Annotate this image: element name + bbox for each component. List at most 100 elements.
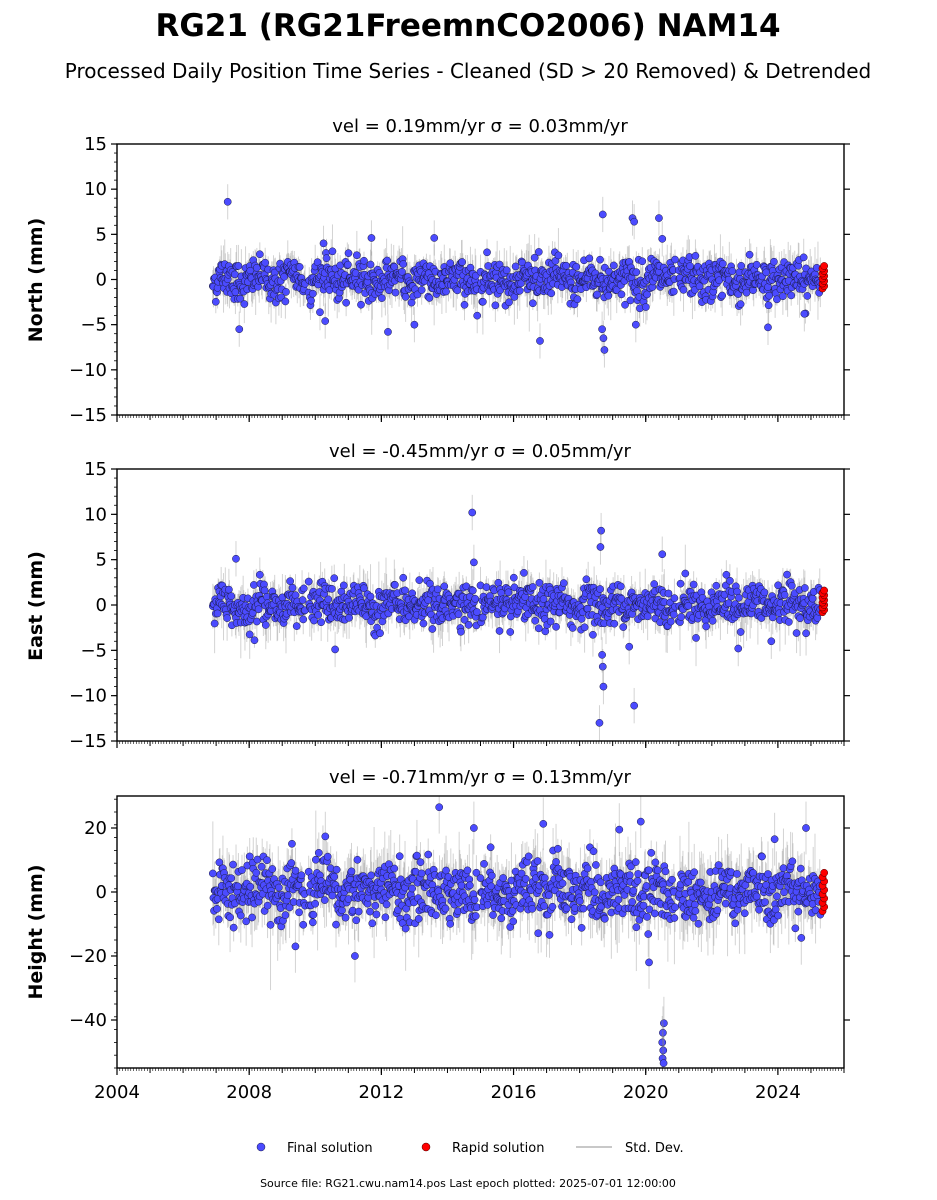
east-final-point <box>227 592 236 601</box>
north-final-point <box>718 291 727 300</box>
east-final-point <box>535 578 544 587</box>
east-final-point <box>213 609 222 618</box>
north-y-tick-label: 15 <box>84 134 107 155</box>
east-final-point <box>223 614 231 622</box>
east-final-point <box>299 615 308 624</box>
east-final-point <box>462 582 471 591</box>
east-final-point <box>684 601 693 610</box>
north-y-tick-label: 10 <box>84 179 107 200</box>
north-data <box>208 184 829 368</box>
north-final-point <box>736 300 745 308</box>
north-final-point <box>752 260 761 269</box>
north-final-point <box>679 285 688 294</box>
north-final-point <box>599 334 608 343</box>
north-final-point <box>598 210 607 219</box>
north-final-point <box>626 296 635 305</box>
east-rapid-point <box>820 586 829 595</box>
north-final-point <box>609 261 618 270</box>
east-final-point <box>288 583 297 592</box>
east-final-point <box>471 594 480 603</box>
north-final-point <box>360 256 368 265</box>
north-y-tick-label: −5 <box>80 315 107 336</box>
north-final-point <box>484 262 493 270</box>
north-final-point <box>483 248 491 257</box>
north-final-point <box>547 289 556 298</box>
north-final-point <box>612 286 621 294</box>
east-final-point <box>784 618 793 626</box>
east-final-point <box>676 579 685 588</box>
east-final-point <box>245 630 254 639</box>
north-final-point <box>417 286 426 294</box>
north-final-point <box>787 291 796 300</box>
north-final-point <box>308 289 317 298</box>
north-final-point <box>322 254 331 263</box>
north-final-point <box>295 263 304 271</box>
north-final-point <box>737 261 746 270</box>
north-final-point <box>643 290 651 299</box>
east-final-point <box>582 575 591 584</box>
east-final-point <box>376 629 384 638</box>
east-final-point <box>681 569 690 578</box>
north-final-point <box>585 254 594 263</box>
east-y-tick-label: 15 <box>84 459 107 480</box>
north-final-point <box>319 239 328 248</box>
north-final-point <box>764 301 773 310</box>
east-final-point <box>596 543 605 551</box>
north-final-point <box>764 283 772 291</box>
east-final-point <box>299 584 308 593</box>
east-final-point <box>541 627 550 636</box>
east-final-point <box>250 581 258 589</box>
east-final-point <box>760 588 769 597</box>
north-final-point <box>223 197 232 206</box>
north-final-point <box>240 300 249 308</box>
east-final-point <box>328 585 336 593</box>
north-final-point <box>695 282 704 291</box>
north-final-point <box>352 251 361 260</box>
north-final-point <box>604 291 613 300</box>
north-final-point <box>491 301 500 310</box>
north-final-point <box>598 325 606 334</box>
east-final-point <box>702 622 710 631</box>
east-final-point <box>520 569 528 577</box>
north-final-point <box>600 346 609 354</box>
east-final-point <box>580 623 589 632</box>
north-final-point <box>554 251 563 260</box>
north-final-point <box>313 258 322 267</box>
east-final-point <box>767 637 776 646</box>
north-final-point <box>367 234 376 242</box>
north-final-point <box>642 303 650 311</box>
east-final-point <box>808 594 817 603</box>
east-final-point <box>255 570 264 579</box>
north-final-point <box>473 311 482 320</box>
east-final-point <box>415 576 424 584</box>
east-axis-label: East (mm) <box>25 551 47 661</box>
north-final-point <box>728 267 737 275</box>
east-final-point <box>254 605 263 614</box>
east-final-point <box>225 585 233 594</box>
north-final-point <box>669 287 678 296</box>
height-axis-label: Height (mm) <box>25 864 47 999</box>
east-final-point <box>419 619 428 628</box>
north-y-tick-label: −10 <box>69 360 107 381</box>
north-final-point <box>261 258 270 267</box>
north-final-point <box>745 250 754 259</box>
east-final-point <box>470 558 478 567</box>
east-final-point <box>304 577 313 586</box>
north-final-point <box>401 293 410 301</box>
north-final-point <box>479 297 487 306</box>
east-final-point <box>670 594 679 603</box>
east-final-point <box>468 508 477 517</box>
east-final-point <box>617 582 625 591</box>
north-final-point <box>328 247 337 256</box>
east-final-point <box>250 636 259 645</box>
east-final-point <box>339 581 348 590</box>
east-final-point <box>504 588 513 597</box>
north-final-point <box>621 300 629 309</box>
north-final-point <box>534 248 543 256</box>
east-final-point <box>464 620 473 629</box>
height-panel-title: vel = -0.71mm/yr σ = 0.13mm/yr <box>329 767 632 788</box>
north-final-point <box>773 295 781 304</box>
north-final-point <box>234 262 243 270</box>
north-final-point <box>779 292 787 301</box>
east-y-tick-label: 5 <box>96 550 107 571</box>
